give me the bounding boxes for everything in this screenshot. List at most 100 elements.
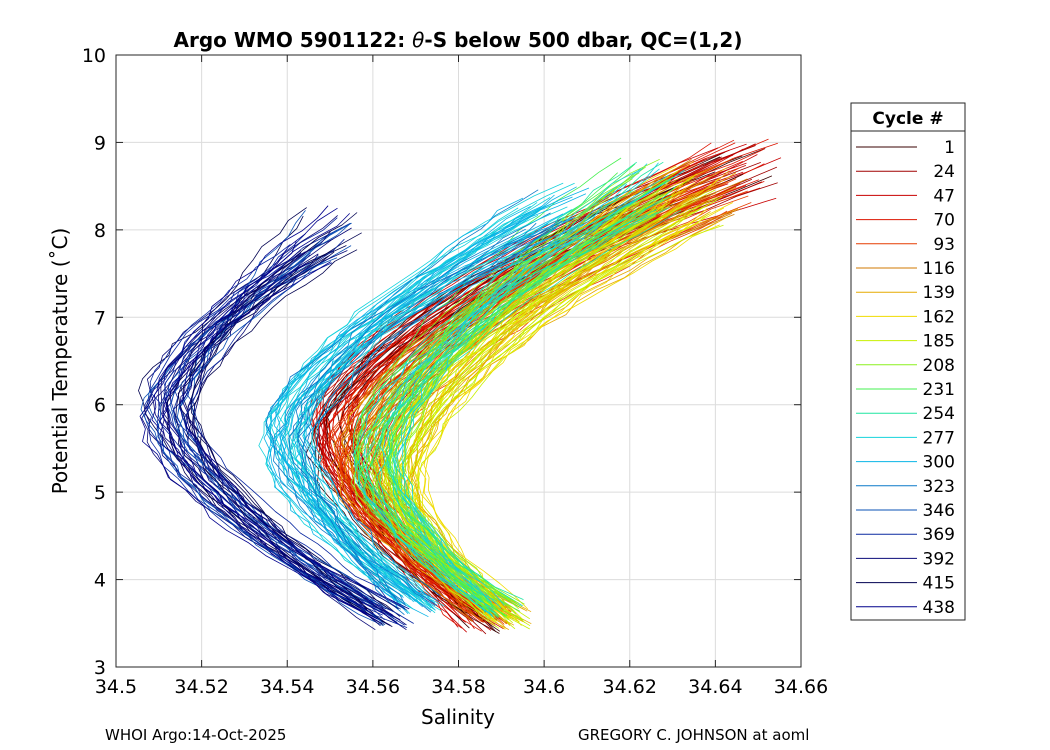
- profile-line: [310, 219, 562, 603]
- x-tick-label: 34.62: [603, 676, 657, 698]
- profile-curves: [138, 138, 782, 635]
- legend-label: 185: [923, 332, 955, 352]
- profile-line: [382, 196, 723, 619]
- profile-line: [156, 254, 408, 628]
- profile-line: [274, 216, 576, 611]
- profile-line: [294, 186, 577, 614]
- y-axis-label: Potential Temperature (˚C): [48, 228, 72, 495]
- profile-line: [288, 189, 539, 606]
- legend-label: 346: [923, 501, 955, 521]
- profile-line: [176, 245, 383, 612]
- x-tick-label: 34.58: [431, 676, 485, 698]
- profile-line: [185, 231, 376, 631]
- legend-label: 208: [923, 356, 955, 376]
- profile-line: [385, 204, 684, 620]
- profile-line: [297, 228, 526, 606]
- legend-label: 392: [923, 549, 955, 569]
- profile-line: [291, 207, 519, 609]
- profile-line: [354, 181, 666, 617]
- y-tick-label: 10: [82, 45, 106, 67]
- y-tick-label: 4: [94, 570, 106, 592]
- legend-label: 438: [923, 598, 955, 618]
- profile-line: [151, 205, 410, 610]
- legend-label: 162: [923, 307, 955, 327]
- x-tick-label: 34.52: [174, 676, 228, 698]
- profile-line: [365, 169, 685, 607]
- profile-line: [280, 205, 544, 612]
- axis-ticks: 34.5 34.52 34.54 34.56 34.58 34.6 34.62 34.64 34…: [82, 45, 828, 698]
- legend-label: 277: [923, 428, 955, 448]
- footer-right: GREGORY C. JOHNSON at aoml: [578, 726, 809, 744]
- profile-line: [385, 179, 668, 621]
- profile-line: [331, 194, 707, 619]
- x-tick-label: 34.54: [260, 676, 314, 698]
- profile-line: [371, 221, 699, 619]
- y-tick-label: 8: [94, 220, 106, 242]
- legend-entries: 1 24 47 70 93 116 139 162 185 208 231 254 277 300 323 3…: [856, 138, 955, 618]
- legend-label: 1: [944, 138, 955, 158]
- y-tick-label: 7: [94, 307, 106, 329]
- y-tick-label: 5: [94, 482, 106, 504]
- legend-label: 116: [923, 259, 955, 279]
- x-tick-label: 34.64: [688, 676, 742, 698]
- profile-line: [302, 194, 555, 601]
- profile-line: [265, 237, 585, 601]
- profile-line: [268, 197, 524, 600]
- legend-label: 70: [933, 211, 955, 231]
- profile-line: [274, 187, 590, 609]
- profile-line: [385, 207, 670, 619]
- y-tick-label: 9: [94, 132, 106, 154]
- legend: Cycle # 1 24 47 70 93 116 139 162 185 208 231 254 27…: [850, 102, 966, 621]
- legend-label: 323: [923, 477, 955, 497]
- profile-line: [258, 234, 578, 610]
- legend-label: 369: [923, 525, 955, 545]
- profile-line: [354, 181, 668, 617]
- legend-title: Cycle #: [872, 109, 943, 129]
- x-axis-label: Salinity: [421, 705, 495, 729]
- profile-line: [360, 195, 645, 600]
- profile-line: [352, 209, 657, 609]
- x-tick-label: 34.5: [95, 676, 137, 698]
- profile-line: [356, 215, 657, 608]
- profile-line: [179, 241, 393, 616]
- legend-label: 24: [933, 162, 955, 182]
- profile-line: [334, 190, 748, 623]
- profile-line: [401, 162, 659, 606]
- profile-line: [407, 203, 705, 610]
- profile-line: [265, 220, 563, 606]
- profile-line: [397, 178, 633, 605]
- x-tick-label: 34.56: [346, 676, 400, 698]
- profile-line: [392, 168, 642, 603]
- profile-line: [350, 173, 634, 604]
- y-tick-label: 6: [94, 395, 106, 417]
- profile-line: [303, 241, 552, 597]
- chart-title: Argo WMO 5901122: θ-S below 500 dbar, QC…: [174, 28, 743, 52]
- profile-line: [370, 172, 640, 601]
- profile-line: [160, 250, 398, 620]
- legend-label: 47: [933, 186, 955, 206]
- profile-line: [296, 218, 574, 602]
- profile-line: [183, 238, 414, 624]
- legend-label: 93: [933, 235, 955, 255]
- profile-line: [311, 239, 560, 606]
- profile-line: [283, 200, 559, 614]
- profile-line: [390, 223, 687, 629]
- y-tick-label: 3: [94, 657, 106, 679]
- legend-label: 300: [923, 453, 955, 473]
- legend-label: 231: [923, 380, 955, 400]
- profile-line: [288, 206, 568, 611]
- footer-left: WHOI Argo:14-Oct-2025: [105, 726, 286, 744]
- x-tick-label: 34.66: [774, 676, 828, 698]
- profile-line: [362, 186, 676, 608]
- profile-line: [291, 229, 530, 608]
- legend-label: 415: [923, 574, 955, 594]
- profile-line: [370, 207, 646, 617]
- profile-line: [364, 195, 672, 602]
- legend-label: 254: [923, 404, 955, 424]
- profile-line: [139, 213, 378, 620]
- profile-line: [186, 249, 385, 623]
- x-tick-label: 34.6: [523, 676, 565, 698]
- profile-line: [140, 261, 386, 626]
- profile-line: [163, 261, 374, 615]
